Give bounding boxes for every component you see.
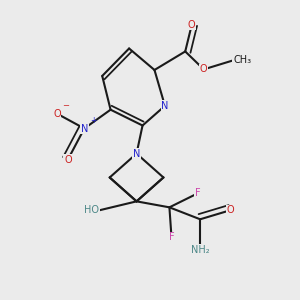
Text: N: N [133, 148, 140, 159]
Text: O: O [53, 109, 61, 118]
Text: CH₃: CH₃ [233, 56, 251, 65]
Text: +: + [90, 116, 97, 124]
Text: O: O [226, 205, 234, 215]
Text: O: O [64, 154, 72, 165]
Text: F: F [195, 188, 201, 198]
Text: −: − [62, 101, 69, 110]
Text: HO: HO [84, 205, 99, 215]
Text: O: O [188, 20, 196, 30]
Text: N: N [161, 101, 169, 111]
Text: NH₂: NH₂ [191, 245, 209, 255]
Text: F: F [169, 232, 174, 242]
Text: O: O [200, 64, 208, 74]
Text: N: N [81, 124, 88, 134]
